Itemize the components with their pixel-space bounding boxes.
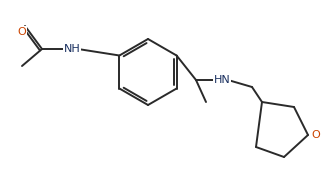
Text: O: O xyxy=(312,130,320,140)
Text: NH: NH xyxy=(64,44,80,54)
Text: O: O xyxy=(17,27,26,37)
Text: HN: HN xyxy=(214,75,230,85)
